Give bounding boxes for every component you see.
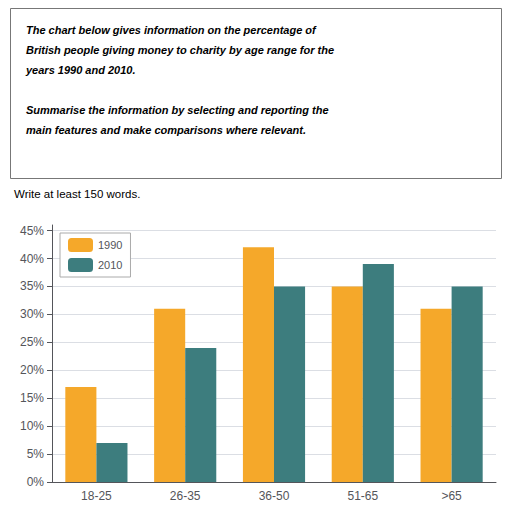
svg-text:5%: 5% [27, 447, 45, 461]
svg-text:30%: 30% [20, 307, 44, 321]
svg-text:Summarise the information by s: Summarise the information by selecting a… [26, 104, 329, 116]
svg-text:25%: 25% [20, 335, 44, 349]
svg-text:40%: 40% [20, 252, 44, 266]
svg-text:British people giving money to: British people giving money to charity b… [26, 44, 334, 56]
svg-text:18-25: 18-25 [81, 489, 112, 503]
svg-text:The chart below gives informat: The chart below gives information on the… [26, 24, 317, 36]
svg-text:20%: 20% [20, 363, 44, 377]
svg-text:36-50: 36-50 [259, 489, 290, 503]
svg-text:10%: 10% [20, 419, 44, 433]
svg-text:45%: 45% [20, 224, 44, 238]
svg-text:2010: 2010 [98, 259, 122, 271]
svg-text:0%: 0% [27, 475, 45, 489]
svg-text:26-35: 26-35 [170, 489, 201, 503]
svg-text:Write at least 150 words.: Write at least 150 words. [14, 188, 140, 200]
svg-text:15%: 15% [20, 391, 44, 405]
svg-text:years 1990 and 2010.: years 1990 and 2010. [25, 64, 135, 76]
svg-text:1990: 1990 [98, 239, 122, 251]
svg-text:main features and make compari: main features and make comparisons where… [26, 124, 306, 136]
svg-text:51-65: 51-65 [347, 489, 378, 503]
svg-text:>65: >65 [441, 489, 462, 503]
svg-text:35%: 35% [20, 279, 44, 293]
